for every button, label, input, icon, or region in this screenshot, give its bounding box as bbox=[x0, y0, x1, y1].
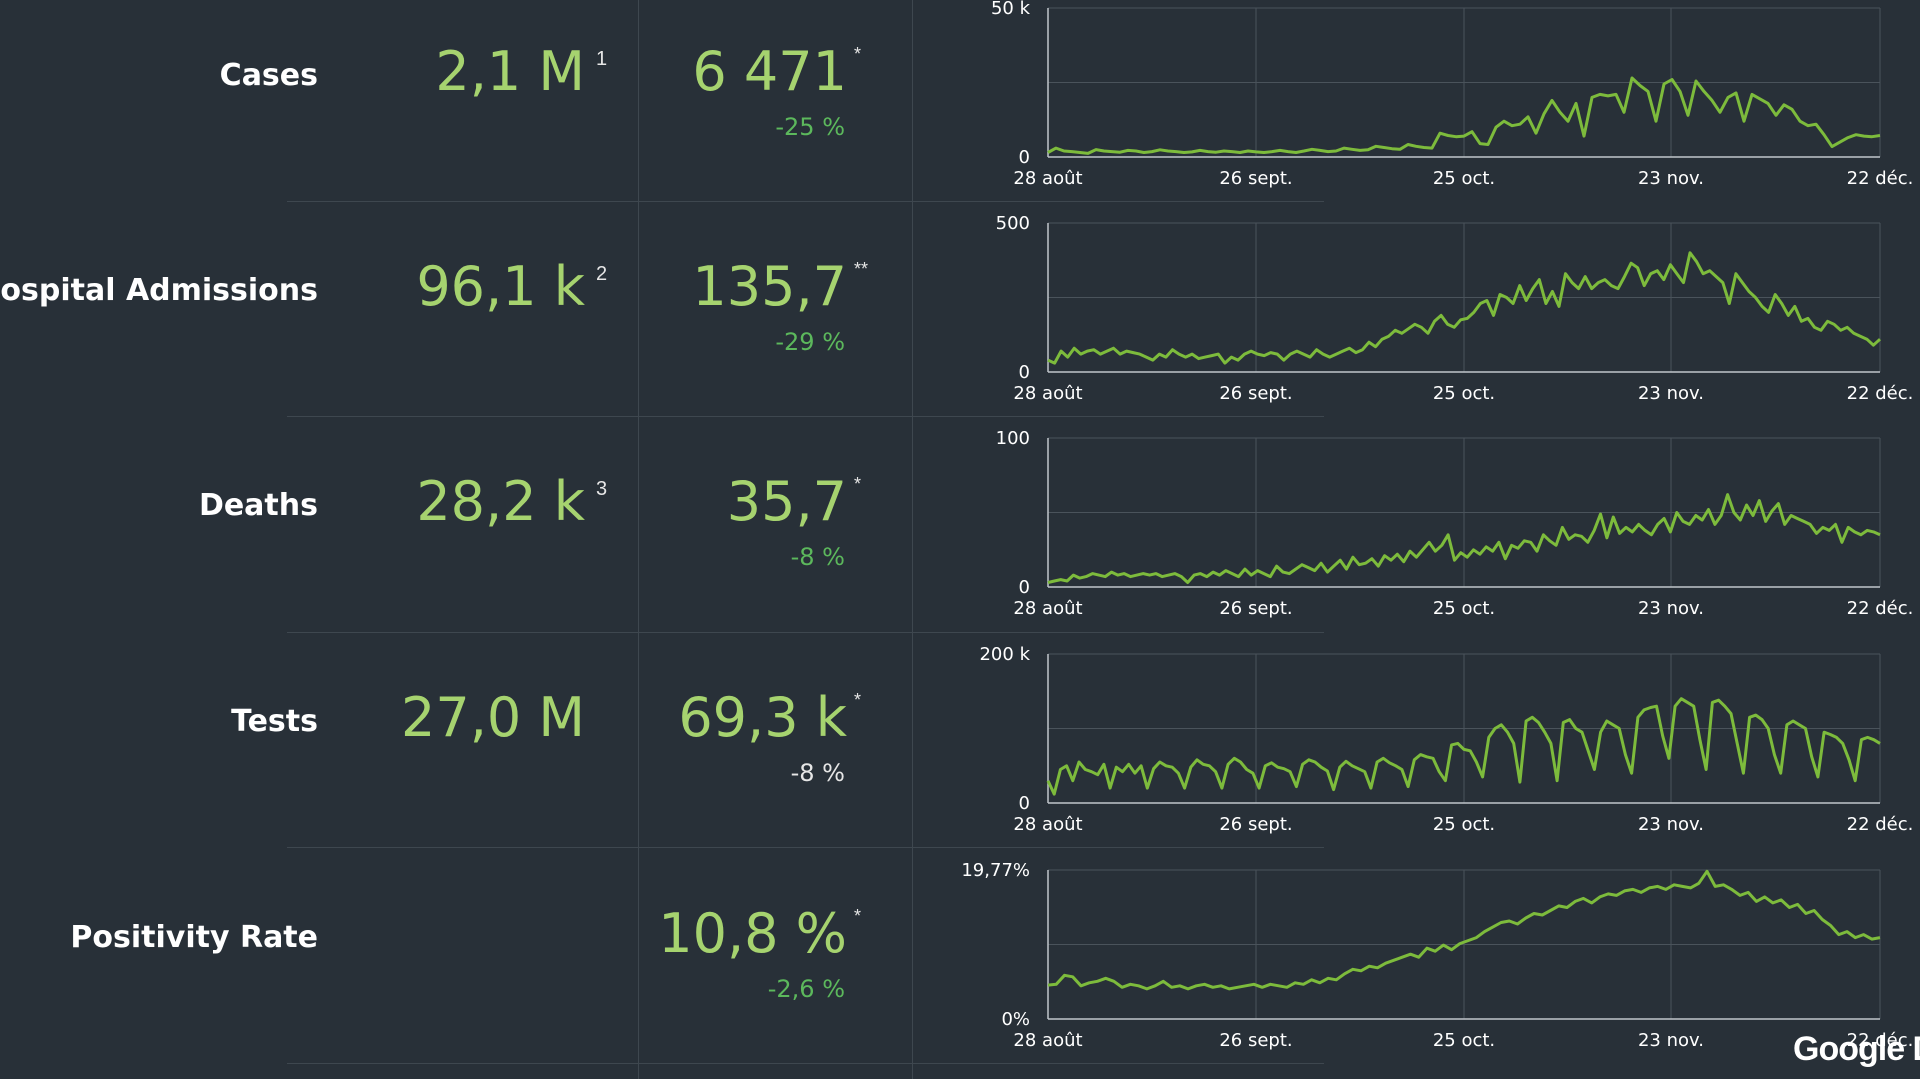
series-line bbox=[1046, 697, 1881, 796]
metric-label: Tests bbox=[231, 704, 318, 739]
y-tick-label: 200 k bbox=[979, 646, 1030, 665]
metric-label: Positivity Rate bbox=[70, 920, 318, 955]
x-tick-label: 25 oct. bbox=[1433, 168, 1495, 189]
change-percent: -29 % bbox=[775, 328, 845, 356]
x-tick-label: 22 déc. bbox=[1847, 168, 1914, 189]
change-percent: -25 % bbox=[775, 113, 845, 141]
recent-value: 35,7 bbox=[726, 470, 847, 533]
recent-value: 135,7 bbox=[692, 255, 847, 318]
x-tick-label: 23 nov. bbox=[1638, 598, 1704, 619]
y-tick-label: 0 bbox=[1019, 793, 1030, 814]
y-tick-label: 0 bbox=[1019, 577, 1030, 598]
y-tick-label: 0% bbox=[1001, 1009, 1030, 1030]
total-value: 27,0 M bbox=[401, 686, 585, 749]
total-footnote: 1 bbox=[596, 48, 608, 70]
x-tick-label: 26 sept. bbox=[1219, 598, 1292, 619]
x-tick-label: 28 août bbox=[1013, 168, 1082, 189]
x-tick-label: 22 déc. bbox=[1847, 598, 1914, 619]
recent-footnote: ** bbox=[854, 259, 869, 279]
row-divider bbox=[287, 201, 1324, 202]
x-tick-label: 26 sept. bbox=[1219, 168, 1292, 189]
x-tick-label: 25 oct. bbox=[1433, 598, 1495, 619]
y-tick-label: 0 bbox=[1019, 362, 1030, 383]
sparkline-chart: 0 200 k 28 août 26 sept. 25 oct. 23 nov. 22 dé… bbox=[979, 646, 1914, 835]
recent-value: 10,8 % bbox=[658, 902, 847, 965]
recent-footnote: * bbox=[854, 690, 862, 710]
sparkline-chart: 0 100 28 août 26 sept. 25 oct. 23 nov. 22 déc. bbox=[996, 430, 1914, 619]
row-divider bbox=[287, 847, 1324, 848]
x-tick-label: 28 août bbox=[1013, 1030, 1082, 1051]
recent-value: 6 471 bbox=[692, 40, 847, 103]
x-tick-label: 23 nov. bbox=[1638, 1030, 1704, 1051]
x-tick-label: 25 oct. bbox=[1433, 1030, 1495, 1051]
row-divider bbox=[287, 416, 1324, 417]
metric-label: Hospital Admissions bbox=[0, 273, 318, 308]
recent-footnote: * bbox=[854, 906, 862, 926]
total-footnote: 2 bbox=[596, 263, 608, 285]
series-line bbox=[1047, 493, 1881, 584]
x-tick-label: 26 sept. bbox=[1219, 1030, 1292, 1051]
row-divider bbox=[287, 1063, 1324, 1064]
total-value: 28,2 k bbox=[416, 470, 585, 533]
metric-label: Deaths bbox=[198, 488, 318, 523]
x-tick-label: 22 déc. bbox=[1847, 1030, 1914, 1051]
x-tick-label: 22 déc. bbox=[1847, 814, 1914, 835]
metric-row: Deaths 28,2 k 3 35,7 * -8 % 0 100 28 août 26 sept… bbox=[0, 430, 1920, 645]
metric-row: Cases 2,1 M 1 6 471 * -25 % 0 50 k 28 août 26 sep… bbox=[0, 0, 1920, 215]
change-percent: -2,6 % bbox=[767, 975, 845, 1003]
y-tick-label: 50 k bbox=[991, 0, 1031, 19]
y-tick-label: 100 bbox=[996, 430, 1030, 449]
x-tick-label: 28 août bbox=[1013, 383, 1082, 404]
x-tick-label: 26 sept. bbox=[1219, 814, 1292, 835]
y-tick-label: 19,77% bbox=[961, 862, 1030, 881]
metric-row: Positivity Rate 10,8 % * -2,6 % 0% 19,77% 28 a… bbox=[0, 862, 1920, 1077]
row-divider bbox=[287, 632, 1324, 633]
metric-row: Hospital Admissions 96,1 k 2 135,7 ** -29 % 0 5… bbox=[0, 215, 1920, 430]
recent-footnote: * bbox=[854, 474, 862, 494]
sparkline-chart: 0 50 k 28 août 26 sept. 25 oct. 23 nov. 22 déc… bbox=[991, 0, 1914, 189]
recent-footnote: * bbox=[854, 44, 862, 64]
google-data-studio-logo: Google D bbox=[1793, 1030, 1920, 1068]
change-percent: -8 % bbox=[790, 543, 845, 571]
recent-value: 69,3 k bbox=[678, 686, 847, 749]
sparkline-chart: 0 500 28 août 26 sept. 25 oct. 23 nov. 22 déc. bbox=[996, 215, 1914, 404]
y-tick-label: 500 bbox=[996, 215, 1030, 234]
x-tick-label: 26 sept. bbox=[1219, 383, 1292, 404]
metric-label: Cases bbox=[219, 58, 318, 93]
x-tick-label: 23 nov. bbox=[1638, 168, 1704, 189]
y-tick-label: 0 bbox=[1019, 147, 1030, 168]
x-tick-label: 22 déc. bbox=[1847, 383, 1914, 404]
x-tick-label: 25 oct. bbox=[1433, 383, 1495, 404]
x-tick-label: 25 oct. bbox=[1433, 814, 1495, 835]
total-value: 2,1 M bbox=[435, 40, 585, 103]
metric-row: Tests 27,0 M 69,3 k * -8 % 0 200 k 28 août 26 se… bbox=[0, 646, 1920, 861]
total-footnote: 3 bbox=[596, 478, 608, 500]
x-tick-label: 23 nov. bbox=[1638, 383, 1704, 404]
x-tick-label: 28 août bbox=[1013, 598, 1082, 619]
series-line bbox=[1047, 869, 1881, 991]
sparkline-chart: 0% 19,77% 28 août 26 sept. 25 oct. 23 nov. 22 … bbox=[961, 862, 1914, 1051]
series-line bbox=[1047, 251, 1882, 365]
x-tick-label: 28 août bbox=[1013, 814, 1082, 835]
column-divider-1 bbox=[638, 0, 639, 1079]
x-tick-label: 23 nov. bbox=[1638, 814, 1704, 835]
change-percent: -8 % bbox=[790, 759, 845, 787]
column-divider-2 bbox=[912, 0, 913, 1079]
total-value: 96,1 k bbox=[416, 255, 585, 318]
series-line bbox=[1047, 76, 1881, 155]
